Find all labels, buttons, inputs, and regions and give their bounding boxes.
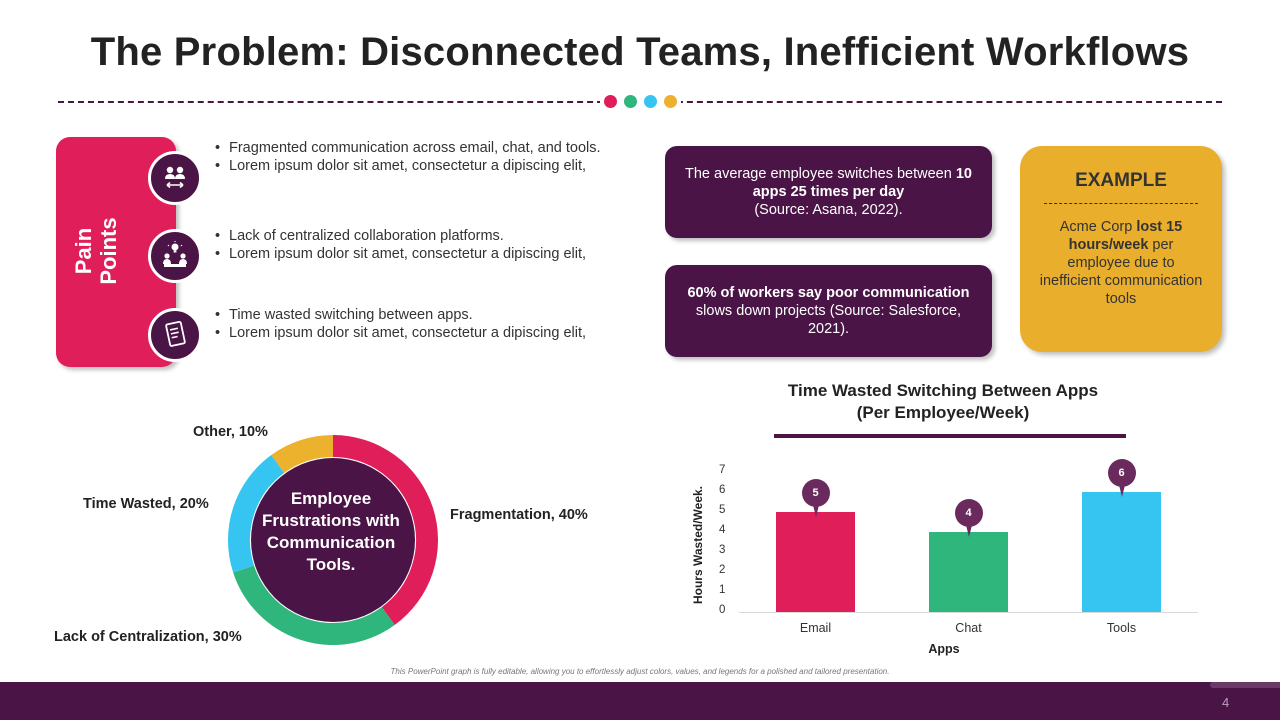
dot-green bbox=[624, 95, 637, 108]
dot-yellow bbox=[664, 95, 677, 108]
stat-1-bold: 10 apps 25 times per day bbox=[752, 166, 972, 200]
example-divider bbox=[1044, 203, 1198, 204]
example-text: Acme Corp lost 15 hours/week per employe… bbox=[1036, 218, 1206, 308]
meeting-idea-icon bbox=[148, 229, 202, 283]
pain-label-line1: Pain bbox=[71, 227, 96, 275]
page-number: 4 bbox=[1222, 695, 1230, 710]
bar-tools bbox=[1082, 492, 1161, 612]
bar-category-label-chat: Chat bbox=[955, 621, 982, 635]
pain-points-label: Pain Points bbox=[71, 217, 121, 284]
example-box: EXAMPLE Acme Corp lost 15 hours/week per… bbox=[1020, 146, 1222, 352]
donut-label-other: Other, 10% bbox=[193, 424, 268, 440]
bar-chart-y-tick: 4 bbox=[719, 524, 726, 536]
donut-label-centralization: Lack of Centralization, 30% bbox=[54, 629, 242, 645]
bar-chart-y-tick: 1 bbox=[719, 584, 726, 596]
bar-chart-title-underline bbox=[774, 434, 1126, 438]
team-exchange-icon bbox=[148, 151, 202, 205]
bar-value-label-email: 5 bbox=[801, 479, 830, 517]
bar-chart-x-axis-label: Apps bbox=[928, 642, 960, 656]
bar-chart-title-line1: Time Wasted Switching Between Apps bbox=[787, 381, 1099, 400]
bar-chart-y-axis-label: Hours Wasted/Week. bbox=[691, 485, 705, 605]
bar-chart-y-tick: 7 bbox=[719, 464, 726, 476]
bar-chart-y-tick: 3 bbox=[719, 544, 726, 556]
donut-center-circle bbox=[251, 458, 415, 622]
stat-1-text: The average employee switches between 10… bbox=[685, 165, 972, 219]
stat-2-bold: 60% of workers say poor communication bbox=[687, 285, 970, 301]
document-list-icon bbox=[148, 308, 202, 362]
pain-point-1-bullet-1: Fragmented communication across email, c… bbox=[213, 139, 603, 157]
stat-2-text: 60% of workers say poor communication sl… bbox=[685, 284, 972, 338]
donut-label-fragmentation: Fragmentation, 40% bbox=[450, 507, 588, 523]
bar-email bbox=[776, 512, 855, 612]
bar-category-label-tools: Tools bbox=[1106, 621, 1137, 635]
example-title: EXAMPLE bbox=[1075, 170, 1167, 191]
pain-point-1-bullet-2: Lorem ipsum dolor sit amet, consectetur … bbox=[213, 157, 603, 175]
bar-chat bbox=[929, 532, 1008, 612]
stat-box-app-switching: The average employee switches between 10… bbox=[665, 146, 992, 238]
donut-label-time-wasted: Time Wasted, 20% bbox=[83, 496, 209, 512]
dot-magenta bbox=[604, 95, 617, 108]
example-bold: lost 15 hours/week bbox=[1068, 219, 1183, 253]
pain-point-3-text: Time wasted switching between apps. Lore… bbox=[213, 306, 603, 342]
donut-slice-lack-of-centralization bbox=[233, 565, 395, 645]
divider-dots bbox=[600, 95, 681, 108]
donut-center-label: Employee Frustrations with Communication… bbox=[262, 489, 400, 574]
bar-value-label-chat: 4 bbox=[954, 499, 983, 537]
bar-chart-x-axis bbox=[739, 612, 1198, 613]
stat-1-source: (Source: Asana, 2022). bbox=[754, 202, 903, 218]
stat-2-rest: slows down projects (Source: Salesforce,… bbox=[695, 303, 962, 337]
pain-point-1-text: Fragmented communication across email, c… bbox=[213, 139, 603, 175]
donut-slice-time-wasted bbox=[228, 455, 285, 573]
stat-box-communication: 60% of workers say poor communication sl… bbox=[665, 265, 992, 357]
footer-accent bbox=[1210, 682, 1280, 688]
frustrations-donut-chart bbox=[228, 435, 438, 645]
pain-label-line2: Points bbox=[96, 217, 121, 285]
donut-slice-fragmentation bbox=[332, 435, 438, 625]
example-pre: Acme Corp bbox=[1059, 219, 1137, 235]
pain-point-3-bullet-2: Lorem ipsum dolor sit amet, consectetur … bbox=[213, 324, 603, 342]
footnote: This PowerPoint graph is fully editable,… bbox=[390, 667, 890, 676]
pain-point-2-bullet-1: Lack of centralized collaboration platfo… bbox=[213, 227, 603, 245]
donut-slice-other bbox=[271, 435, 334, 474]
bar-value-label-tools: 6 bbox=[1107, 459, 1136, 497]
bar-category-label-email: Email bbox=[799, 621, 832, 635]
example-post: per employee due to inefficient communic… bbox=[1039, 237, 1203, 307]
page-title: The Problem: Disconnected Teams, Ineffic… bbox=[90, 30, 1190, 74]
bar-chart-y-tick: 0 bbox=[719, 604, 726, 616]
dot-blue bbox=[644, 95, 657, 108]
stat-1-pre: The average employee switches between bbox=[685, 166, 956, 182]
bar-chart-title: Time Wasted Switching Between Apps (Per … bbox=[760, 380, 1126, 424]
bar-chart-y-tick: 2 bbox=[719, 564, 726, 576]
pain-point-2-text: Lack of centralized collaboration platfo… bbox=[213, 227, 603, 263]
footer-bar bbox=[0, 682, 1280, 720]
bar-chart-y-tick: 5 bbox=[719, 504, 726, 516]
pain-point-2-bullet-2: Lorem ipsum dolor sit amet, consectetur … bbox=[213, 245, 603, 263]
bar-chart-subtitle: (Per Employee/Week) bbox=[856, 403, 1030, 422]
pain-point-3-bullet-1: Time wasted switching between apps. bbox=[213, 306, 603, 324]
bar-chart-y-tick: 6 bbox=[719, 484, 726, 496]
